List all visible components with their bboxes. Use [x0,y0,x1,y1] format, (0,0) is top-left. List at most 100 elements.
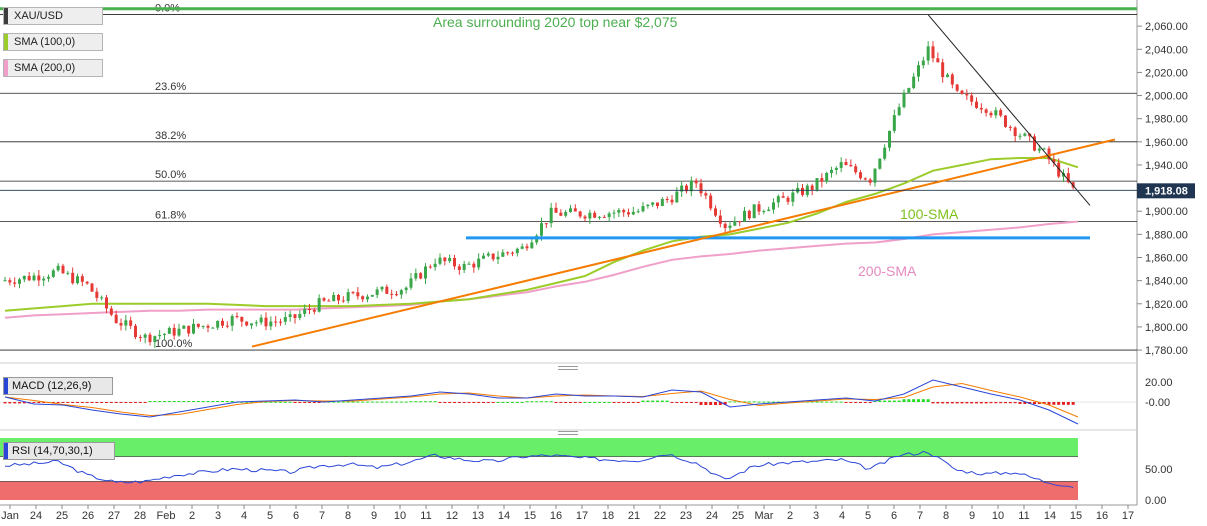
candle-body [718,215,722,224]
macd-histogram-bar [979,402,983,404]
macd-histogram-bar [728,401,732,403]
date-axis[interactable]: Jan 24 25 26 27 28 Feb 2 3 4 5 6 7 8 9 10 11 12 13 14 15 16 17… [0,504,1137,522]
macd-histogram-bar [283,401,287,403]
candle-body [163,333,166,335]
candle-body [941,62,945,78]
candle-body [999,110,1003,116]
moving-averages [4,157,1079,319]
macd-histogram-bar [42,402,46,403]
macd-pane[interactable]: 20.00 -0.00 [0,377,1173,425]
macd-histogram-bar [936,402,940,404]
macd-histogram-bar [216,401,220,402]
candle-body [467,263,471,265]
candle-body [453,257,456,267]
macd-histogram-bar [269,401,273,403]
candle-body [646,204,650,207]
macd-histogram-bar [221,401,224,402]
resize-handle-icon[interactable] [558,431,578,435]
macd-histogram-bar [588,402,592,403]
date-tick-label: 6 [293,510,299,522]
macd-histogram-bar [71,402,75,403]
candle-body [134,325,137,338]
candle-body [13,282,17,284]
macd-histogram-bar [95,402,99,403]
macd-histogram-bar [897,400,901,402]
macd-histogram-bar [636,402,640,403]
legend-sma200[interactable]: SMA (200,0) [3,59,103,77]
macd-histogram-bar [931,402,935,404]
date-tick-label: 14 [498,510,510,522]
date-tick-label: 4 [839,510,845,522]
macd-histogram-bar [583,402,587,403]
legend-sma200-label: SMA (200,0) [14,62,76,74]
drawing-lines [0,7,1137,348]
fib-label: 61.8% [155,210,186,222]
candle-body [109,308,113,315]
fib-label: 50.0% [155,169,186,181]
candle-body [380,286,384,290]
price-tick-label: 1,800.00 [1145,322,1188,334]
candle-body [878,158,882,169]
macd-histogram-bar [100,402,104,403]
macd-histogram-bar [689,402,693,403]
resize-handle-icon[interactable] [558,366,578,370]
legend-sma100[interactable]: SMA (100,0) [3,33,103,51]
candle-body [1008,126,1012,128]
rsi-label-box[interactable]: RSI (14,70,30,1) [3,442,115,460]
candle-body [90,283,94,292]
macd-histogram-bar [926,399,930,402]
macd-histogram-bar [182,401,186,402]
candle-body [598,216,601,218]
macd-histogram-bar [438,402,442,403]
macd-histogram-bar [946,402,949,404]
candle-body [752,204,756,219]
macd-histogram-bar [472,402,476,403]
macd-histogram-bar [515,402,519,403]
rsi-tick-label: 50.00 [1145,464,1173,476]
candle-body [680,185,684,192]
macd-histogram-bar [776,401,780,403]
date-tick-label: 9 [969,510,975,522]
macd-histogram-bar [424,401,427,403]
candle-body [670,199,674,203]
candle-body [641,206,645,212]
candle-body [772,202,775,210]
rsi-pane[interactable]: 50.00 0.00 [0,438,1173,507]
candle-body [501,252,505,257]
candle-body [569,208,572,213]
macd-histogram-bar [921,399,925,402]
macd-histogram-bar [13,402,17,404]
candle-body [525,246,529,249]
candle-body [762,211,766,213]
candle-body [892,115,896,131]
macd-histogram-bar [714,402,717,405]
macd-signal-line [4,382,1079,418]
macd-histogram-bar [854,402,858,403]
candle-body [240,316,244,322]
macd-histogram-bar [293,402,297,403]
macd-histogram-bar [839,401,843,403]
candle-body [975,101,978,108]
candle-body [839,162,843,168]
candle-body [588,212,592,219]
candle-body [1057,162,1061,177]
candle-body [888,130,891,148]
macd-histogram-bar [578,402,582,403]
candle-body [317,298,321,312]
macd-histogram-bar [230,401,234,402]
macd-histogram-bar [984,402,988,404]
candle-body [424,266,427,279]
macd-histogram-bar [810,401,814,403]
date-tick-label: 25 [56,510,68,522]
macd-histogram-bar [467,402,471,403]
candle-body [351,292,355,294]
candle-body [506,252,510,254]
candle-body [743,210,746,222]
macd-histogram-bar [399,401,403,403]
candle-body [390,293,394,295]
macd-histogram-bar [520,402,524,403]
macd-histogram-bar [757,401,761,403]
macd-label-box[interactable]: MACD (12,26,9) [3,377,113,395]
legend-symbol[interactable]: XAU/USD [3,7,103,25]
